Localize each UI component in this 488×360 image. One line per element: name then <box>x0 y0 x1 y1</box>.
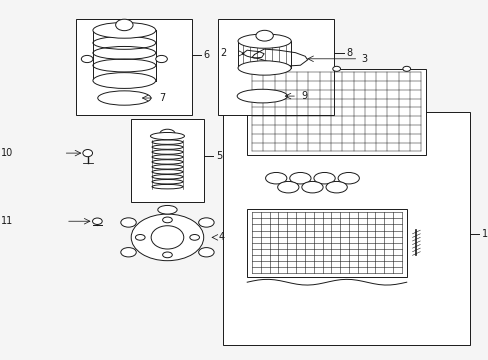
Ellipse shape <box>402 66 410 71</box>
Ellipse shape <box>158 206 177 214</box>
Ellipse shape <box>325 181 346 193</box>
Ellipse shape <box>98 91 151 105</box>
Ellipse shape <box>121 218 136 227</box>
Ellipse shape <box>289 172 310 184</box>
Ellipse shape <box>313 172 334 184</box>
Ellipse shape <box>255 30 273 41</box>
Ellipse shape <box>82 149 92 157</box>
Ellipse shape <box>115 19 133 31</box>
Ellipse shape <box>135 234 145 240</box>
Text: 9: 9 <box>301 91 307 101</box>
Ellipse shape <box>277 181 298 193</box>
Text: 1: 1 <box>481 229 487 239</box>
Ellipse shape <box>301 181 323 193</box>
Bar <box>223 112 468 345</box>
Text: 5: 5 <box>215 151 222 161</box>
Text: 4: 4 <box>218 232 224 242</box>
Text: 6: 6 <box>203 50 209 60</box>
Ellipse shape <box>337 172 359 184</box>
Text: 11: 11 <box>0 216 13 226</box>
Bar <box>247 209 406 277</box>
Bar <box>131 119 203 202</box>
Bar <box>218 19 333 116</box>
Ellipse shape <box>160 129 175 139</box>
Ellipse shape <box>265 172 286 184</box>
Ellipse shape <box>156 55 167 63</box>
Ellipse shape <box>81 55 93 63</box>
Ellipse shape <box>163 217 172 223</box>
Text: 10: 10 <box>0 148 13 158</box>
Ellipse shape <box>198 248 214 257</box>
Text: 8: 8 <box>346 48 352 58</box>
Polygon shape <box>242 50 264 58</box>
Bar <box>76 19 191 116</box>
Ellipse shape <box>92 218 102 225</box>
Ellipse shape <box>93 22 156 38</box>
Ellipse shape <box>131 214 203 261</box>
Ellipse shape <box>237 89 287 103</box>
Ellipse shape <box>238 34 291 48</box>
Polygon shape <box>251 49 307 66</box>
Text: 3: 3 <box>360 54 366 64</box>
Ellipse shape <box>332 66 340 71</box>
Ellipse shape <box>93 73 156 89</box>
Ellipse shape <box>121 248 136 257</box>
Ellipse shape <box>150 132 184 140</box>
Ellipse shape <box>151 226 183 249</box>
Ellipse shape <box>238 61 291 75</box>
Text: 7: 7 <box>159 93 165 103</box>
Ellipse shape <box>189 234 199 240</box>
Text: 2: 2 <box>220 48 226 58</box>
Ellipse shape <box>163 252 172 258</box>
Bar <box>247 69 425 155</box>
Ellipse shape <box>198 218 214 227</box>
Ellipse shape <box>262 66 270 71</box>
